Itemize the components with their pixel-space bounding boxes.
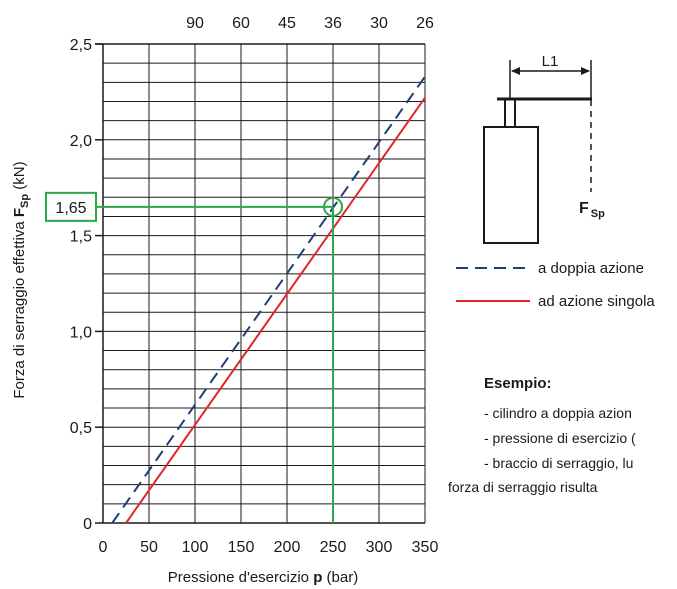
- top-axis-label: 60: [232, 15, 250, 32]
- chart-ticks: 0 50 100 150 200 250 300 350 0 0,5 1,0 1,5 2,0 2,5 90 6…: [70, 15, 439, 556]
- top-axis-label: 36: [324, 15, 342, 32]
- chart-series: [111, 75, 426, 524]
- force-label-main: F: [579, 200, 589, 217]
- cylinder-diagram: L1 F Sp: [483, 53, 605, 244]
- example-line-1: - cilindro a doppia azion: [484, 405, 632, 421]
- dimension-label-l1: L1: [542, 53, 559, 70]
- top-axis-label: 26: [416, 15, 434, 32]
- y-tick-label: 2,5: [70, 37, 92, 54]
- example-line-3: - braccio di serraggio, lu: [484, 455, 633, 471]
- y-axis-label-part-1: Forza di serraggio effettiva: [11, 217, 28, 398]
- dimension-arrow-right: [581, 67, 590, 75]
- example-title: Esempio:: [484, 375, 552, 392]
- force-label-subscript: Sp: [591, 208, 605, 220]
- chart-grid: [102, 43, 426, 524]
- top-axis-label: 30: [370, 15, 388, 32]
- y-axis-label-part-2: F: [11, 208, 28, 217]
- dimension-arrow-left: [511, 67, 520, 75]
- y-axis-label: Forza di serraggio effettiva FSp (kN): [11, 161, 31, 398]
- x-axis-label-part-2: p: [313, 569, 322, 586]
- series-line-double-acting: [111, 75, 426, 524]
- example-line-2: - pressione di esercizio (: [484, 430, 636, 446]
- top-axis-label: 90: [186, 15, 204, 32]
- x-axis-label-part-1: Pressione d'esercizio: [168, 569, 313, 586]
- y-tick-label: 2,0: [70, 133, 92, 150]
- y-tick-label: 0: [83, 516, 92, 533]
- y-tick-label: 1,5: [70, 229, 92, 246]
- x-tick-label: 100: [182, 539, 209, 556]
- chart-annotation: 1,65: [45, 191, 343, 523]
- legend: a doppia azione ad azione singola: [456, 260, 655, 310]
- annotation-value-box: [45, 191, 97, 222]
- x-tick-label: 0: [99, 539, 108, 556]
- series-line-single-acting: [125, 97, 426, 524]
- y-axis-label-subscript: Sp: [19, 194, 31, 208]
- x-tick-label: 350: [412, 539, 439, 556]
- top-axis-label: 45: [278, 15, 296, 32]
- force-label: F Sp: [579, 200, 605, 220]
- y-tick-label: 1,0: [70, 324, 92, 341]
- x-tick-label: 300: [366, 539, 393, 556]
- y-tick-label: 0,5: [70, 420, 92, 437]
- legend-label-double-acting: a doppia azione: [538, 260, 644, 277]
- x-tick-label: 250: [320, 539, 347, 556]
- annotation-value-label: 1,65: [55, 200, 86, 217]
- annotation-circle: [323, 196, 343, 217]
- example-line-4: forza di serraggio risulta: [448, 479, 598, 495]
- legend-label-single-acting: ad azione singola: [538, 293, 655, 310]
- x-axis-label-part-3: (bar): [322, 569, 358, 586]
- cylinder-body: [483, 126, 539, 244]
- x-tick-label: 200: [274, 539, 301, 556]
- x-tick-label: 150: [228, 539, 255, 556]
- x-axis-label: Pressione d'esercizio p (bar): [168, 569, 358, 586]
- y-axis-label-part-4: (kN): [11, 161, 28, 194]
- example-block: Esempio: - cilindro a doppia azion - pre…: [448, 375, 636, 495]
- x-tick-label: 50: [140, 539, 158, 556]
